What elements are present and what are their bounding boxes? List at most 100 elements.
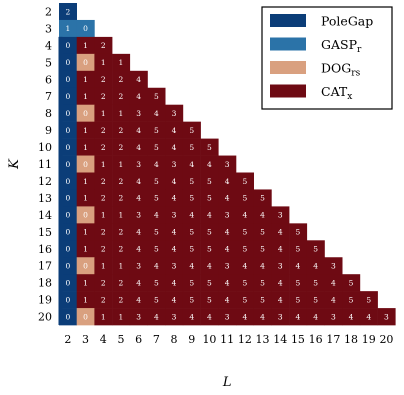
- cell-value-label: 1: [83, 228, 88, 237]
- cell-value-label: 4: [366, 312, 371, 321]
- cell-value-label: 2: [119, 278, 124, 287]
- cell-value-label: 0: [65, 278, 70, 287]
- heatmap-cell: [94, 172, 113, 190]
- y-tick-label: 15: [38, 226, 52, 239]
- cell-value-label: 4: [154, 312, 159, 321]
- cell-value-label: 4: [313, 312, 318, 321]
- cell-value-label: 4: [278, 228, 283, 237]
- heatmap-cell: [236, 172, 254, 190]
- heatmap-cell: [200, 189, 219, 207]
- cell-value-label: 5: [189, 194, 194, 203]
- cell-value-label: 1: [119, 262, 124, 271]
- heatmap-cell: [129, 257, 148, 275]
- cell-value-label: 4: [225, 194, 230, 203]
- y-tick-label: 19: [38, 294, 52, 307]
- cell-value-label: 0: [65, 177, 70, 186]
- y-tick-label: 5: [45, 56, 52, 69]
- cell-value-label: 5: [296, 295, 301, 304]
- cell-value-label: 2: [119, 143, 124, 152]
- cell-value-label: 4: [189, 262, 194, 271]
- heatmap-cell: [218, 257, 237, 275]
- cell-value-label: 3: [225, 211, 230, 220]
- heatmap-cell: [271, 257, 290, 275]
- heatmap-cell: [289, 223, 308, 241]
- cell-value-label: 1: [119, 312, 124, 321]
- cell-value-label: 0: [83, 262, 88, 271]
- legend-swatch: [270, 61, 306, 74]
- cell-value-label: 2: [101, 75, 106, 84]
- cell-value-label: 3: [136, 211, 141, 220]
- heatmap-cell: [59, 308, 77, 326]
- cell-value-label: 3: [172, 262, 177, 271]
- y-tick-label: 18: [38, 277, 52, 290]
- cell-value-label: 0: [83, 312, 88, 321]
- cell-value-label: 4: [225, 278, 230, 287]
- cell-value-label: 2: [119, 194, 124, 203]
- cell-value-label: 5: [154, 228, 159, 237]
- cell-value-label: 4: [136, 75, 141, 84]
- heatmap-cell: [76, 53, 95, 72]
- heatmap-cell: [253, 206, 272, 224]
- cell-value-label: 4: [225, 177, 230, 186]
- cell-value-label: 5: [154, 92, 159, 101]
- cell-value-label: 4: [242, 312, 247, 321]
- heatmap-cell: [147, 104, 166, 122]
- heatmap-cell: [200, 138, 219, 156]
- cell-value-label: 3: [278, 312, 283, 321]
- heatmap-cell: [59, 3, 77, 21]
- x-tick-label: 8: [171, 333, 178, 346]
- cell-value-label: 1: [101, 58, 106, 67]
- cell-value-label: 0: [65, 312, 70, 321]
- legend: PoleGap GASPr DOGrs CATx: [261, 6, 393, 110]
- heatmap-cell: [359, 308, 378, 326]
- cell-value-label: 4: [172, 245, 177, 254]
- legend-entry-label: DOGrs: [321, 61, 361, 79]
- heatmap-cell: [253, 308, 272, 326]
- heatmap-cell: [129, 87, 148, 105]
- cell-value-label: 4: [242, 262, 247, 271]
- cell-value-label: 4: [136, 177, 141, 186]
- y-tick-label: 20: [38, 311, 52, 324]
- heatmap-cell: [59, 155, 77, 173]
- cell-value-label: 2: [119, 177, 124, 186]
- cell-value-label: 4: [313, 262, 318, 271]
- cell-value-label: 3: [278, 211, 283, 220]
- heatmap-cell: [236, 274, 254, 292]
- heatmap-cell: [200, 172, 219, 190]
- cell-value-label: 4: [260, 312, 265, 321]
- heatmap-cell: [289, 274, 308, 292]
- cell-value-label: 4: [225, 245, 230, 254]
- cell-value-label: 3: [384, 312, 389, 321]
- cell-value-label: 2: [101, 177, 106, 186]
- cell-value-label: 5: [154, 177, 159, 186]
- heatmap-cell: [76, 274, 95, 292]
- cell-value-label: 4: [207, 160, 212, 169]
- cell-value-label: 5: [207, 295, 212, 304]
- heatmap-cell: [324, 274, 343, 292]
- cell-value-label: 1: [83, 295, 88, 304]
- heatmap-cell: [76, 121, 95, 139]
- cell-value-label: 5: [189, 126, 194, 135]
- heatmap-cell: [182, 189, 201, 207]
- cell-value-label: 3: [225, 312, 230, 321]
- heatmap-cell: [342, 291, 361, 309]
- cell-value-label: 5: [189, 245, 194, 254]
- heatmap-cell: [306, 274, 325, 292]
- cell-value-label: 1: [119, 211, 124, 220]
- x-tick-label: 19: [362, 333, 376, 346]
- heatmap-cell: [94, 138, 113, 156]
- heatmap-cell: [94, 121, 113, 139]
- cell-value-label: 1: [119, 109, 124, 118]
- heatmap-cell: [112, 240, 131, 258]
- cell-value-label: 2: [119, 92, 124, 101]
- heatmap-cell: [218, 189, 237, 207]
- heatmap-cell: [129, 206, 148, 224]
- cell-value-label: 0: [65, 41, 70, 50]
- heatmap-cell: [182, 138, 201, 156]
- heatmap-cell: [94, 155, 113, 173]
- cell-value-label: 0: [65, 228, 70, 237]
- cell-value-label: 1: [101, 211, 106, 220]
- heatmap-cell: [59, 223, 77, 241]
- y-tick-label: 13: [38, 192, 52, 205]
- heatmap-cell: [112, 104, 131, 122]
